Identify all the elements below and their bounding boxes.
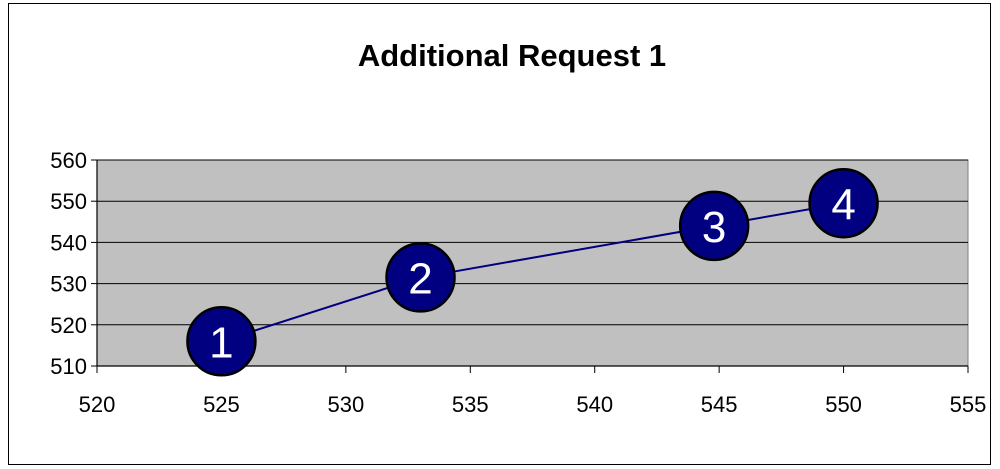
- point-label-4: 4: [831, 180, 855, 229]
- data-point-2: 2: [385, 242, 456, 313]
- y-tick-label-530: 530: [50, 272, 87, 297]
- data-point-4: 4: [808, 168, 879, 239]
- y-tick-label-560: 560: [50, 148, 87, 173]
- data-point-1: 1: [186, 306, 257, 377]
- x-tick-label-535: 535: [452, 392, 489, 417]
- x-tick-label-520: 520: [79, 392, 116, 417]
- point-label-1: 1: [209, 318, 233, 367]
- y-tick-label-510: 510: [50, 354, 87, 379]
- point-marker-3: [678, 190, 750, 262]
- point-marker-1: [186, 306, 257, 377]
- data-point-3: 3: [678, 190, 750, 262]
- y-tick-labels: 510 520 530 540 550 560: [50, 148, 87, 379]
- series-line: [221, 202, 844, 343]
- x-tick-label-550: 550: [825, 392, 862, 417]
- point-label-2: 2: [408, 254, 432, 303]
- x-tick-label-525: 525: [203, 392, 240, 417]
- data-points: 1 2 3 4: [186, 168, 879, 377]
- chart-title: Additional Request 1: [358, 38, 666, 73]
- x-tick-label-530: 530: [327, 392, 364, 417]
- x-tick-label-555: 555: [950, 392, 987, 417]
- y-tick-label-550: 550: [50, 189, 87, 214]
- point-marker-4: [808, 168, 879, 239]
- y-tick-label-540: 540: [50, 230, 87, 255]
- x-tick-labels: 520 525 530 535 540 545 550 555: [79, 392, 987, 417]
- x-tick-label-540: 540: [576, 392, 613, 417]
- x-tick-label-545: 545: [701, 392, 738, 417]
- point-marker-2: [385, 242, 456, 313]
- y-tick-label-520: 520: [50, 313, 87, 338]
- point-label-3: 3: [702, 203, 726, 252]
